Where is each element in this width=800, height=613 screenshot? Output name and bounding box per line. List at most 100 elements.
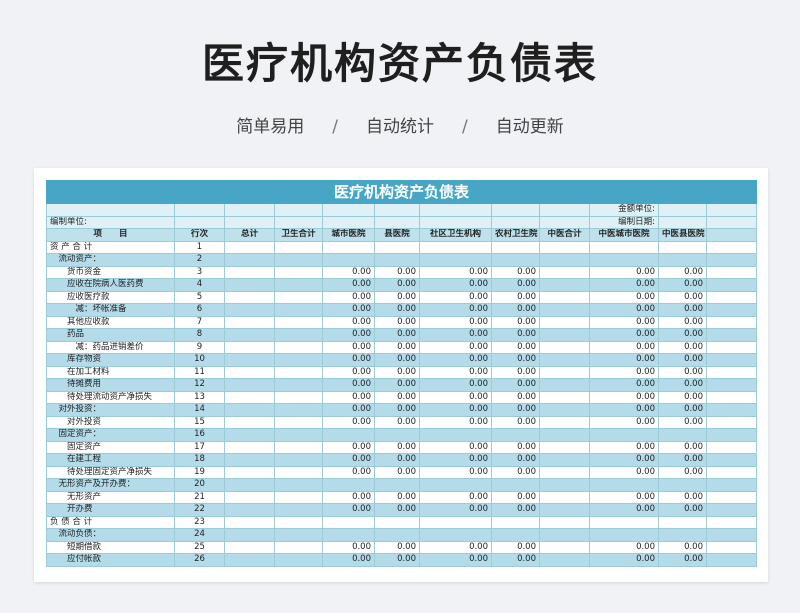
value-cell[interactable] bbox=[705, 365, 758, 379]
value-cell[interactable]: 0.00 bbox=[589, 328, 659, 342]
value-cell[interactable] bbox=[322, 428, 375, 442]
value-cell[interactable]: 0.00 bbox=[658, 315, 707, 329]
value-cell[interactable] bbox=[539, 428, 590, 442]
value-cell[interactable]: 0.00 bbox=[322, 328, 375, 342]
value-cell[interactable]: 0.00 bbox=[658, 415, 707, 429]
value-cell[interactable]: 0.00 bbox=[322, 440, 375, 454]
cell[interactable] bbox=[374, 203, 420, 217]
value-cell[interactable]: 0.00 bbox=[374, 315, 420, 329]
value-cell[interactable] bbox=[224, 428, 275, 442]
value-cell[interactable] bbox=[274, 453, 323, 467]
value-cell[interactable] bbox=[539, 265, 590, 279]
value-cell[interactable] bbox=[705, 340, 758, 354]
value-cell[interactable] bbox=[224, 415, 275, 429]
value-cell[interactable]: 0.00 bbox=[589, 403, 659, 417]
cell[interactable] bbox=[174, 203, 225, 217]
value-cell[interactable] bbox=[274, 303, 323, 317]
column-header[interactable] bbox=[705, 228, 758, 242]
cell[interactable] bbox=[539, 215, 590, 229]
value-cell[interactable] bbox=[274, 390, 323, 404]
value-cell[interactable]: 0.00 bbox=[322, 265, 375, 279]
row-item-cell[interactable]: 在加工材料 bbox=[46, 365, 175, 379]
value-cell[interactable]: 0.00 bbox=[491, 290, 540, 304]
value-cell[interactable] bbox=[274, 253, 323, 267]
row-index-cell[interactable]: 9 bbox=[174, 340, 225, 354]
value-cell[interactable] bbox=[224, 515, 275, 529]
value-cell[interactable]: 0.00 bbox=[589, 453, 659, 467]
value-cell[interactable]: 0.00 bbox=[658, 553, 707, 567]
value-cell[interactable] bbox=[539, 353, 590, 367]
row-index-cell[interactable]: 4 bbox=[174, 278, 225, 292]
value-cell[interactable]: 0.00 bbox=[374, 328, 420, 342]
value-cell[interactable] bbox=[274, 340, 323, 354]
value-cell[interactable]: 0.00 bbox=[658, 453, 707, 467]
value-cell[interactable] bbox=[705, 390, 758, 404]
value-cell[interactable]: 0.00 bbox=[374, 290, 420, 304]
row-index-cell[interactable]: 11 bbox=[174, 365, 225, 379]
value-cell[interactable]: 0.00 bbox=[491, 353, 540, 367]
value-cell[interactable]: 0.00 bbox=[419, 390, 492, 404]
value-cell[interactable]: 0.00 bbox=[419, 290, 492, 304]
value-cell[interactable]: 0.00 bbox=[491, 503, 540, 517]
cell[interactable] bbox=[419, 215, 492, 229]
value-cell[interactable] bbox=[539, 328, 590, 342]
row-index-cell[interactable]: 7 bbox=[174, 315, 225, 329]
value-cell[interactable] bbox=[658, 428, 707, 442]
value-cell[interactable] bbox=[539, 378, 590, 392]
row-index-cell[interactable]: 16 bbox=[174, 428, 225, 442]
cell[interactable] bbox=[322, 203, 375, 217]
column-header[interactable]: 行次 bbox=[174, 228, 225, 242]
value-cell[interactable] bbox=[539, 240, 590, 254]
value-cell[interactable]: 0.00 bbox=[589, 440, 659, 454]
value-cell[interactable]: 0.00 bbox=[419, 315, 492, 329]
value-cell[interactable]: 0.00 bbox=[322, 453, 375, 467]
value-cell[interactable] bbox=[539, 515, 590, 529]
column-header[interactable]: 中医合计 bbox=[539, 228, 590, 242]
value-cell[interactable]: 0.00 bbox=[658, 490, 707, 504]
value-cell[interactable] bbox=[419, 428, 492, 442]
value-cell[interactable]: 0.00 bbox=[419, 278, 492, 292]
value-cell[interactable]: 0.00 bbox=[491, 465, 540, 479]
column-header[interactable]: 卫生合计 bbox=[274, 228, 323, 242]
value-cell[interactable] bbox=[274, 465, 323, 479]
value-cell[interactable] bbox=[374, 240, 420, 254]
value-cell[interactable] bbox=[491, 253, 540, 267]
value-cell[interactable]: 0.00 bbox=[374, 490, 420, 504]
row-index-cell[interactable]: 26 bbox=[174, 553, 225, 567]
value-cell[interactable]: 0.00 bbox=[589, 265, 659, 279]
value-cell[interactable]: 0.00 bbox=[322, 315, 375, 329]
value-cell[interactable] bbox=[539, 528, 590, 542]
value-cell[interactable] bbox=[539, 503, 590, 517]
value-cell[interactable] bbox=[658, 253, 707, 267]
value-cell[interactable] bbox=[491, 515, 540, 529]
value-cell[interactable] bbox=[539, 365, 590, 379]
value-cell[interactable] bbox=[589, 428, 659, 442]
value-cell[interactable] bbox=[419, 253, 492, 267]
row-item-cell[interactable]: 应收医疗款 bbox=[46, 290, 175, 304]
value-cell[interactable] bbox=[705, 465, 758, 479]
value-cell[interactable]: 0.00 bbox=[658, 340, 707, 354]
value-cell[interactable]: 0.00 bbox=[419, 465, 492, 479]
column-header[interactable]: 中医县医院 bbox=[658, 228, 707, 242]
value-cell[interactable] bbox=[539, 490, 590, 504]
value-cell[interactable]: 0.00 bbox=[419, 453, 492, 467]
cell[interactable] bbox=[224, 215, 275, 229]
row-item-cell[interactable]: 流动负债： bbox=[46, 528, 175, 542]
column-header[interactable]: 县医院 bbox=[374, 228, 420, 242]
value-cell[interactable] bbox=[274, 278, 323, 292]
value-cell[interactable] bbox=[705, 265, 758, 279]
value-cell[interactable]: 0.00 bbox=[491, 340, 540, 354]
value-cell[interactable] bbox=[224, 440, 275, 454]
row-index-cell[interactable]: 12 bbox=[174, 378, 225, 392]
value-cell[interactable]: 0.00 bbox=[374, 415, 420, 429]
row-index-cell[interactable]: 20 bbox=[174, 478, 225, 492]
value-cell[interactable] bbox=[705, 253, 758, 267]
value-cell[interactable] bbox=[322, 240, 375, 254]
value-cell[interactable]: 0.00 bbox=[419, 403, 492, 417]
value-cell[interactable] bbox=[374, 478, 420, 492]
value-cell[interactable]: 0.00 bbox=[658, 465, 707, 479]
value-cell[interactable] bbox=[274, 328, 323, 342]
value-cell[interactable]: 0.00 bbox=[491, 328, 540, 342]
column-header[interactable]: 中医城市医院 bbox=[589, 228, 659, 242]
value-cell[interactable] bbox=[224, 365, 275, 379]
